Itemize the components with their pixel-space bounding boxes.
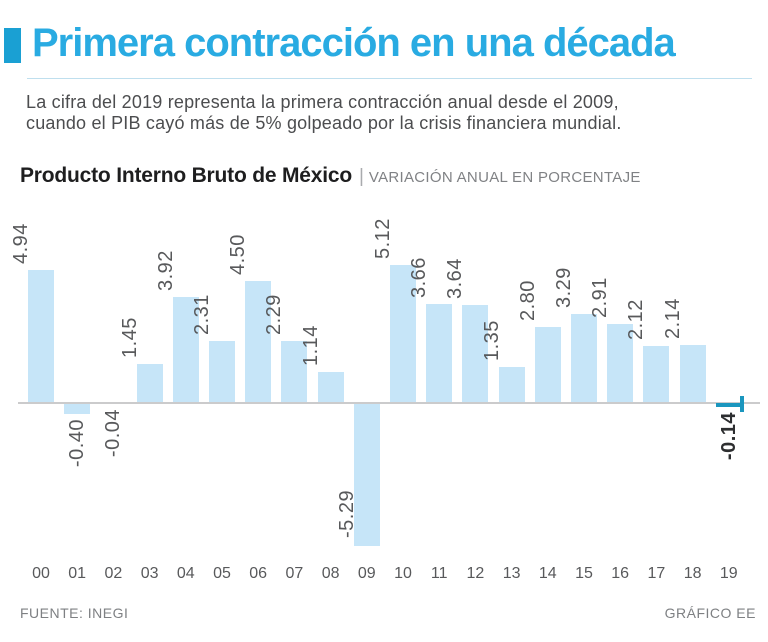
bar-05 bbox=[209, 341, 235, 403]
bar-06 bbox=[245, 281, 272, 403]
bar-08 bbox=[317, 372, 344, 403]
title-accent-square bbox=[4, 28, 21, 63]
x-axis-label: 11 bbox=[430, 565, 448, 582]
bar-10 bbox=[390, 265, 416, 403]
footer-credit: GRÁFICO EE bbox=[664, 605, 756, 621]
x-axis-label: 00 bbox=[32, 565, 50, 582]
x-axis-label: 02 bbox=[104, 565, 123, 582]
bar-value-label: 3.64 bbox=[444, 258, 467, 299]
x-axis-label: 13 bbox=[502, 565, 521, 582]
bar-09 bbox=[353, 403, 380, 546]
bar-value-label: -0.14 bbox=[717, 412, 740, 461]
x-axis-label: 01 bbox=[68, 565, 87, 582]
bar-00 bbox=[28, 270, 54, 403]
bar-16 bbox=[607, 324, 634, 403]
bar-value-label: 2.29 bbox=[263, 294, 286, 335]
bar-value-label: 3.92 bbox=[154, 250, 177, 291]
bar-19 bbox=[715, 403, 742, 407]
chart-subtitle: VARIACIÓN ANUAL EN PORCENTAJE bbox=[368, 169, 641, 186]
x-axis-label: 08 bbox=[321, 565, 340, 582]
x-axis-label: 16 bbox=[611, 565, 630, 582]
bar-12 bbox=[462, 305, 489, 403]
description-text: La cifra del 2019 representa la primera … bbox=[26, 92, 622, 133]
bar-value-label: -0.04 bbox=[102, 409, 125, 458]
bar-15 bbox=[571, 314, 597, 403]
bar-value-label: 3.29 bbox=[553, 267, 575, 308]
bar-14 bbox=[534, 327, 561, 403]
x-axis-label: 15 bbox=[575, 565, 593, 582]
bar-17 bbox=[643, 346, 670, 403]
footer-source: FUENTE: INEGI bbox=[20, 605, 129, 621]
bar-value-label: 1.45 bbox=[118, 317, 141, 358]
bar-03 bbox=[136, 364, 163, 403]
bar-value-label: -0.40 bbox=[66, 419, 89, 468]
page-title: Primera contracción en una década bbox=[32, 21, 676, 65]
x-axis-label: 12 bbox=[466, 565, 485, 582]
x-axis-label: 06 bbox=[249, 565, 268, 582]
x-axis-label: 05 bbox=[213, 565, 231, 582]
bar-07 bbox=[281, 341, 308, 403]
bar-value-label: 3.66 bbox=[408, 257, 431, 298]
x-axis-label: 17 bbox=[647, 565, 666, 582]
chart-title: Producto Interno Bruto de México bbox=[20, 164, 352, 187]
bar-04 bbox=[172, 297, 199, 403]
zero-axis-line bbox=[18, 402, 760, 404]
x-axis-label: 18 bbox=[683, 565, 702, 582]
bar-value-label: 2.91 bbox=[589, 277, 612, 318]
bar-value-label: -5.29 bbox=[335, 489, 358, 538]
x-axis-label: 03 bbox=[140, 565, 159, 582]
bar-11 bbox=[426, 304, 453, 403]
bar-13 bbox=[498, 367, 525, 403]
bar-value-label: 4.50 bbox=[227, 234, 250, 275]
bar-value-label: 2.14 bbox=[661, 298, 684, 339]
bar-value-label: 2.31 bbox=[191, 294, 213, 335]
x-axis-label: 07 bbox=[285, 565, 304, 582]
chart-title-separator: | bbox=[358, 166, 364, 187]
x-axis-label: 19 bbox=[719, 565, 738, 582]
x-axis-label: 14 bbox=[538, 565, 557, 582]
bar-value-label: 4.94 bbox=[10, 223, 32, 264]
x-axis-label: 10 bbox=[394, 565, 412, 582]
bar-value-label: 5.12 bbox=[372, 218, 394, 259]
highlight-tick bbox=[739, 396, 744, 412]
chart-header: Producto Interno Bruto de México | VARIACI… bbox=[20, 164, 641, 188]
x-axis-label: 04 bbox=[176, 565, 195, 582]
bar-01 bbox=[64, 403, 91, 414]
x-axis-label: 09 bbox=[357, 565, 376, 582]
bar-value-label: 2.12 bbox=[625, 299, 648, 340]
title-divider bbox=[27, 78, 752, 79]
bar-value-label: 1.14 bbox=[299, 325, 322, 366]
bar-18 bbox=[679, 345, 706, 403]
bar-value-label: 1.35 bbox=[480, 320, 503, 361]
bar-value-label: 2.80 bbox=[516, 280, 539, 321]
